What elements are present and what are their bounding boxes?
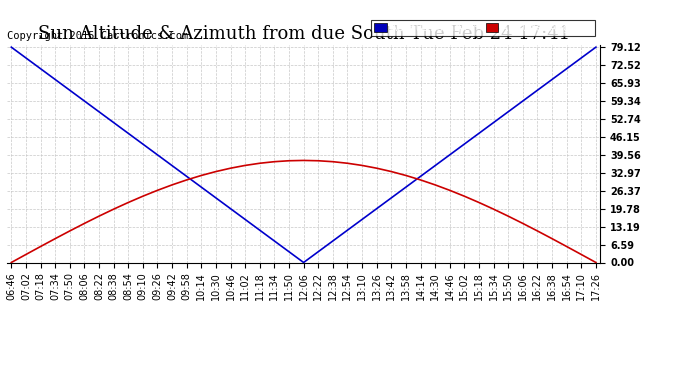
Legend: Azimuth (Angle °), Altitude (Angle °): Azimuth (Angle °), Altitude (Angle °): [371, 20, 595, 36]
Text: Copyright 2015 Cartronics.com: Copyright 2015 Cartronics.com: [7, 31, 188, 40]
Title: Sun Altitude & Azimuth from due South Tue Feb 24 17:41: Sun Altitude & Azimuth from due South Tu…: [37, 26, 570, 44]
